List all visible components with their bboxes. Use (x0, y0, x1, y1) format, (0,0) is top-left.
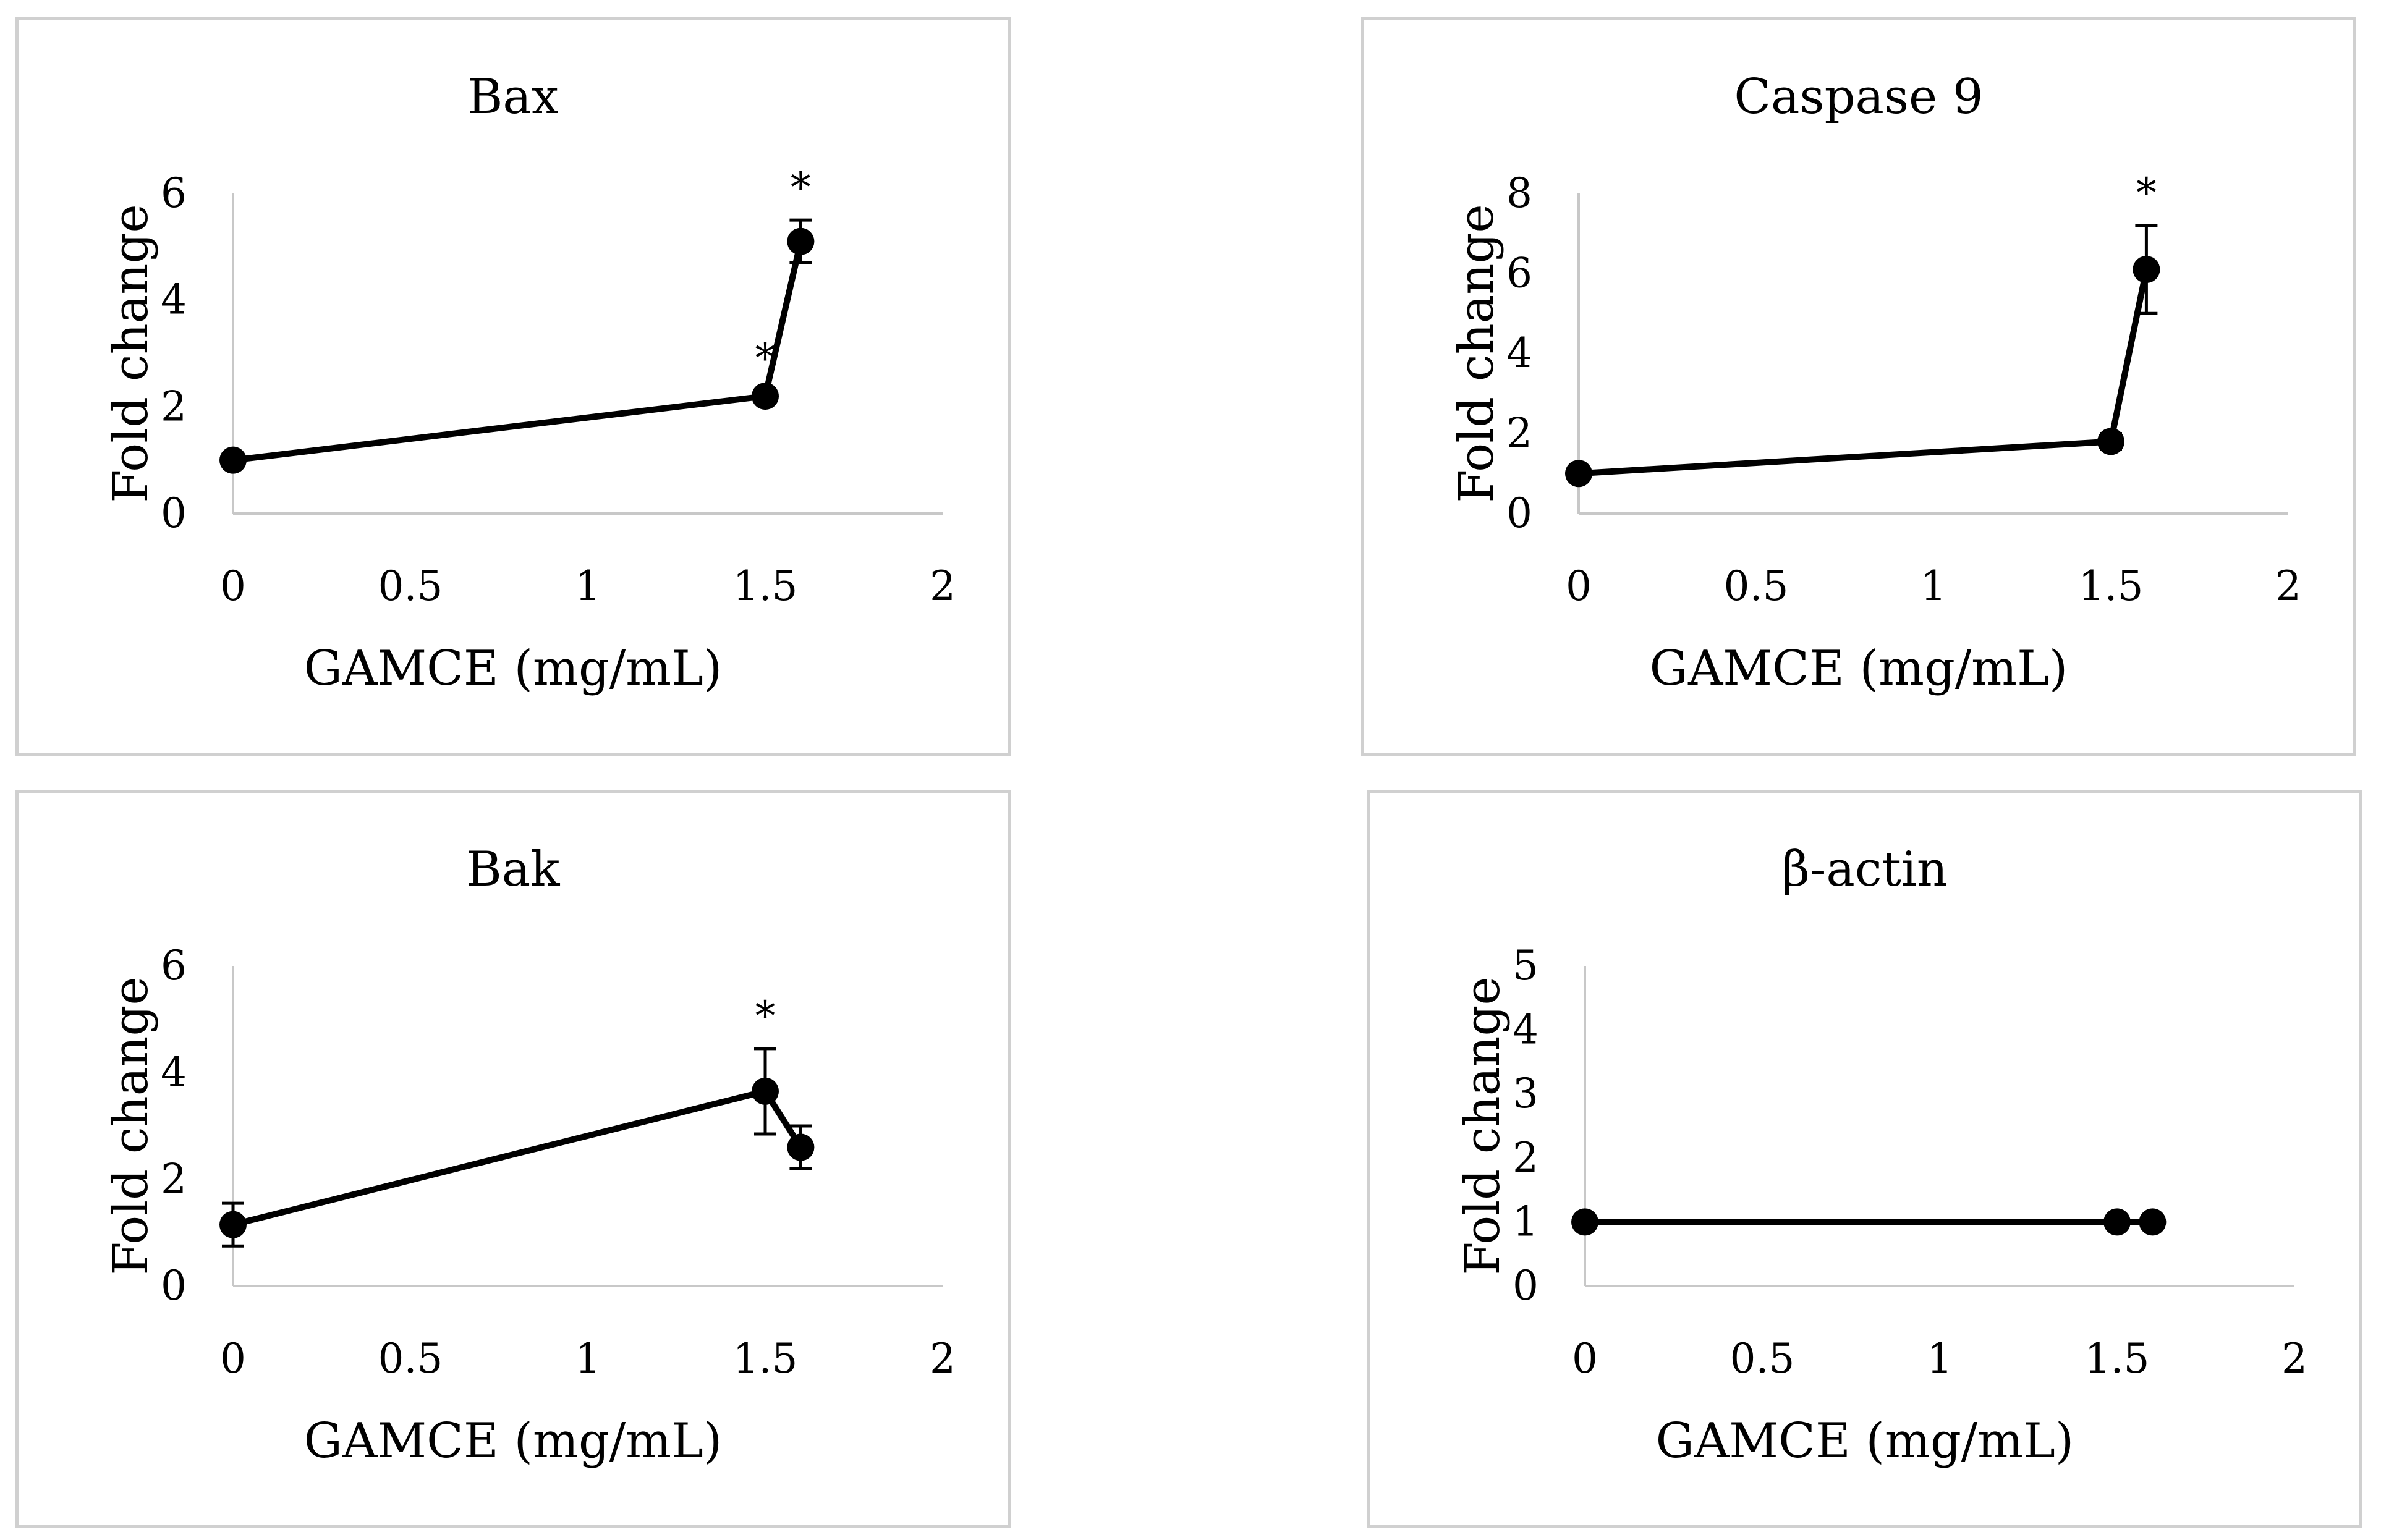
x-tick-label: 0 (1566, 562, 1592, 610)
series-line (232, 1088, 804, 1228)
y-tick-label: 4 (161, 276, 187, 324)
chart-panel-bax: Bax 0 2 4 6 0 0.5 1 1.5 2 GAMCE (mg/mL) Fold change… (15, 17, 1011, 756)
x-tick-label: 2 (2275, 562, 2301, 610)
y-tick-label: 3 (1513, 1070, 1539, 1117)
x-tick-label: 0 (220, 1335, 246, 1382)
y-tick-label: 2 (1513, 1134, 1539, 1182)
x-tick-label: 1 (575, 562, 601, 610)
data-point (1565, 460, 1592, 488)
data-point (787, 1133, 815, 1161)
data-point (2097, 428, 2124, 455)
y-tick-label: 0 (161, 489, 187, 537)
y-tick-label: 0 (161, 1262, 187, 1309)
series-line (232, 240, 804, 463)
chart-title: β-actin (1782, 842, 1948, 897)
y-tick-label: 0 (1513, 1262, 1539, 1309)
chart-title: Bak (466, 842, 560, 897)
data-point (2103, 1208, 2131, 1236)
data-point (1571, 1208, 1598, 1236)
x-axis-label: GAMCE (mg/mL) (1650, 641, 2068, 696)
significance-marker: * (755, 992, 776, 1040)
data-point (2139, 1208, 2167, 1236)
chart-panel-beta-actin: β-actin 0 1 2 3 4 5 0 0.5 1 1.5 2 GAMCE (mg/mL) Fold … (1367, 790, 2362, 1528)
x-tick-label: 0.5 (378, 1335, 443, 1382)
x-tick-label: 1 (575, 1335, 601, 1382)
x-tick-label: 2 (2281, 1335, 2307, 1382)
y-axis-label: Fold change (103, 204, 159, 502)
y-tick-label: 4 (1506, 329, 1532, 377)
chart-title: Bax (467, 69, 559, 125)
x-axis-label: GAMCE (mg/mL) (304, 641, 723, 696)
data-point (752, 383, 779, 410)
chart-panel-bak: Bak 0 2 4 6 0 0.5 1 1.5 2 GAMCE (mg/mL) Fold change… (15, 790, 1011, 1528)
chart-bak: Bak 0 2 4 6 0 0.5 1 1.5 2 GAMCE (mg/mL) Fold change… (103, 842, 956, 1469)
x-tick-label: 0 (220, 562, 246, 610)
y-tick-label: 2 (161, 383, 187, 430)
y-tick-label: 4 (1513, 1006, 1539, 1054)
x-tick-label: 1 (1927, 1335, 1953, 1382)
chart-bax: Bax 0 2 4 6 0 0.5 1 1.5 2 GAMCE (mg/mL) Fold change… (103, 69, 956, 696)
series-line (1578, 269, 2150, 477)
x-tick-label: 0 (1572, 1335, 1598, 1382)
y-tick-label: 2 (161, 1155, 187, 1203)
y-tick-label: 6 (1506, 250, 1532, 297)
x-axis-label: GAMCE (mg/mL) (1656, 1413, 2074, 1469)
y-tick-label: 2 (1506, 410, 1532, 457)
x-tick-label: 1.5 (2079, 562, 2144, 610)
significance-marker: * (791, 164, 811, 211)
data-point (752, 1077, 779, 1105)
x-tick-label: 1.5 (733, 562, 798, 610)
x-tick-label: 2 (930, 562, 956, 610)
y-tick-label: 6 (161, 942, 187, 989)
y-axis-label: Fold change (1449, 204, 1505, 502)
y-tick-label: 8 (1506, 169, 1532, 217)
chart-panel-caspase-9: Caspase 9 0 2 4 6 8 0 0.5 1 1.5 2 GAMCE (mg/mL) Fold… (1361, 17, 2356, 756)
x-tick-label: 0.5 (1730, 1335, 1795, 1382)
y-axis-label: Fold change (1455, 976, 1511, 1275)
data-point (219, 446, 247, 474)
y-tick-label: 6 (161, 169, 187, 217)
significance-marker: * (755, 334, 776, 382)
y-tick-label: 1 (1513, 1198, 1539, 1245)
y-tick-label: 0 (1506, 489, 1532, 537)
x-tick-label: 0.5 (378, 562, 443, 610)
x-axis-label: GAMCE (mg/mL) (304, 1413, 723, 1469)
y-axis-label: Fold change (103, 976, 159, 1275)
chart-title: Caspase 9 (1734, 69, 1983, 125)
significance-marker: * (2136, 169, 2157, 217)
x-tick-label: 1.5 (733, 1335, 798, 1382)
y-tick-label: 5 (1513, 942, 1539, 989)
chart-beta-actin: β-actin 0 1 2 3 4 5 0 0.5 1 1.5 2 GAMCE (mg/mL) Fold … (1455, 842, 2307, 1469)
data-point (2133, 256, 2160, 284)
x-tick-label: 1 (1921, 562, 1946, 610)
x-tick-label: 1.5 (2085, 1335, 2150, 1382)
chart-caspase-9: Caspase 9 0 2 4 6 8 0 0.5 1 1.5 2 GAMCE (mg/mL) Fold… (1449, 69, 2301, 696)
data-point (219, 1211, 247, 1238)
y-tick-label: 4 (161, 1049, 187, 1096)
data-point (787, 227, 815, 255)
x-tick-label: 2 (930, 1335, 956, 1382)
x-tick-label: 0.5 (1724, 562, 1789, 610)
